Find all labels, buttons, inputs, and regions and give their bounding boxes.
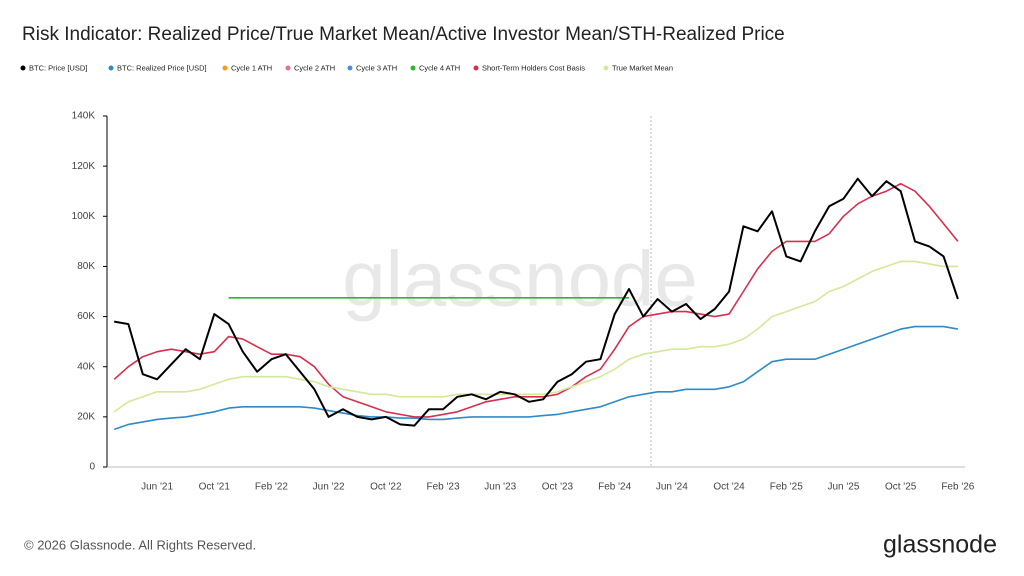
watermark: glassnode (342, 235, 698, 323)
x-tick-label: Jun '24 (656, 482, 688, 493)
y-tick-label: 140K (72, 111, 96, 122)
x-tick-label: Feb '23 (427, 482, 460, 493)
chart-title: Risk Indicator: Realized Price/True Mark… (22, 24, 785, 45)
y-tick-label: 0 (89, 462, 95, 473)
legend-marker (285, 65, 291, 71)
y-tick-label: 100K (72, 211, 96, 222)
series-line (113, 325, 959, 431)
legend-label: Cycle 3 ATH (356, 63, 397, 72)
y-tick-label: 120K (72, 161, 96, 172)
x-tick-label: Oct '24 (713, 482, 745, 493)
x-tick-label: Feb '26 (941, 482, 974, 493)
series-line (113, 260, 958, 413)
legend-marker (108, 65, 114, 71)
copyright: © 2026 Glassnode. All Rights Reserved. (24, 537, 256, 552)
x-tick-label: Feb '25 (770, 482, 803, 493)
x-tick-label: Jun '21 (141, 482, 173, 493)
y-tick-label: 60K (77, 311, 95, 322)
legend-label: BTC: Realized Price [USD] (117, 63, 207, 72)
legend-marker (347, 65, 353, 71)
y-tick-label: 80K (77, 261, 95, 272)
y-tick-label: 40K (77, 361, 95, 372)
legend-label: Cycle 2 ATH (294, 63, 335, 72)
x-tick-label: Feb '22 (255, 482, 288, 493)
legend-label: True Market Mean (612, 63, 673, 72)
x-tick-label: Oct '21 (199, 482, 231, 493)
legend-label: Short-Term Holders Cost Basis (482, 63, 585, 72)
plot (113, 177, 959, 431)
x-tick-label: Jun '23 (484, 482, 516, 493)
legend-marker (20, 65, 26, 71)
legend-label: Cycle 4 ATH (419, 63, 460, 72)
legend-marker (410, 65, 416, 71)
y-tick-label: 20K (77, 411, 95, 422)
legend-marker (473, 65, 479, 71)
legend-label: Cycle 1 ATH (231, 63, 272, 72)
series-line (114, 177, 959, 427)
x-tick-label: Oct '22 (370, 482, 402, 493)
legend-marker (222, 65, 228, 71)
legend-label: BTC: Price [USD] (29, 63, 87, 72)
legend-marker (603, 65, 609, 71)
x-tick-label: Oct '25 (885, 482, 917, 493)
x-tick-label: Oct '23 (542, 482, 574, 493)
x-tick-label: Jun '25 (827, 482, 859, 493)
x-tick-label: Feb '24 (598, 482, 631, 493)
series-line (113, 182, 959, 418)
x-tick-label: Jun '22 (313, 482, 345, 493)
logo: glassnode (883, 531, 997, 559)
